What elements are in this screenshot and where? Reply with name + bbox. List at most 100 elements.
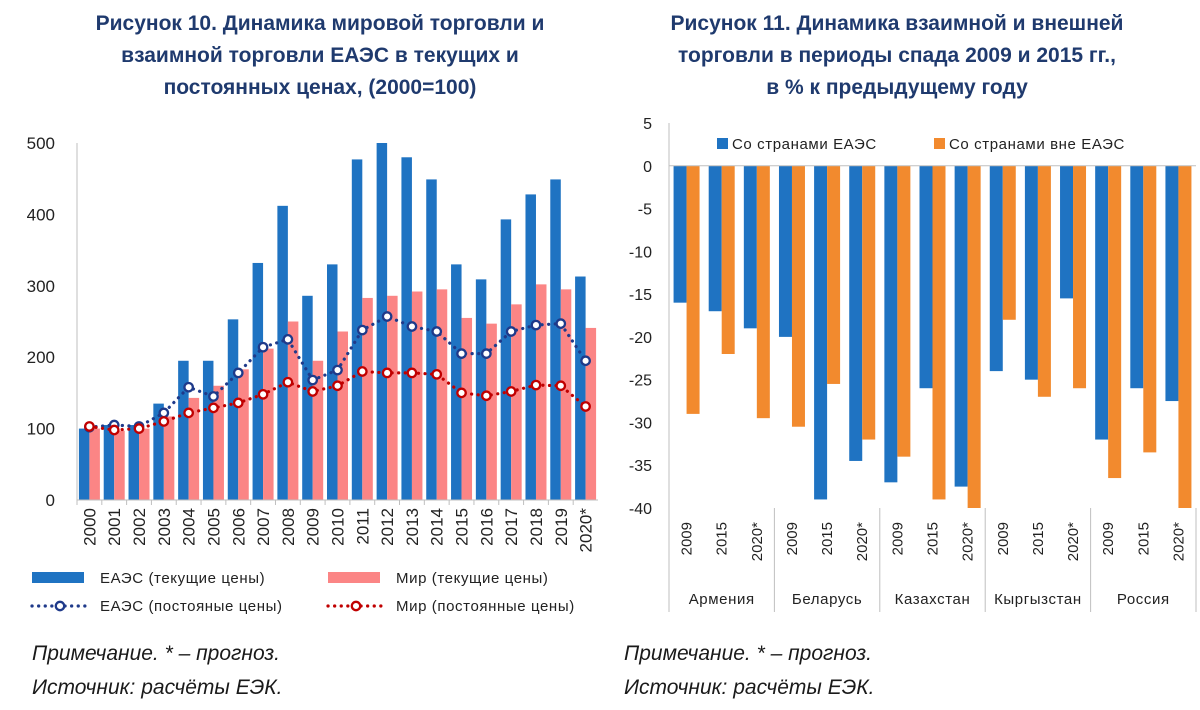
group-label: Беларусь [792,591,862,608]
world-constant-marker [580,401,591,412]
world-current-bar [188,397,200,500]
eaeu-current-bar [202,360,214,500]
outside-eaeu-bar [897,165,911,457]
legend-within-eaeu-swatch [717,138,728,149]
legend-world-current-swatch [328,572,380,583]
x-tick-label: 2013 [403,508,422,546]
eaeu-constant-marker [431,326,443,337]
eaeu-current-bar [103,425,115,500]
world-current-bar [486,323,497,500]
world-constant-marker [158,416,170,427]
outside-eaeu-bar [967,165,981,508]
figure-11-title-line-3: в % к предыдущему году [766,76,1028,99]
within-eaeu-bar [1024,165,1038,380]
legend-outside-eaeu-label: Со странами вне ЕАЭС [949,136,1125,153]
figure-10-title: Рисунок 10. Динамика мировой торговли и … [40,8,600,104]
legend-eaeu-current-swatch [32,572,84,583]
x-tick-label: 2009 [995,522,1012,555]
outside-eaeu-bar [1178,165,1192,508]
eaeu-current-bar [78,428,90,500]
eaeu-current-bar [178,360,189,500]
x-tick-label: 2019 [552,508,571,546]
world-constant-marker [530,379,542,391]
outside-eaeu-bar [1143,165,1157,453]
world-constant-marker [133,423,145,434]
world-constant-marker [307,386,319,397]
eaeu-constant-marker [332,364,343,376]
y-tick-label: 300 [27,277,55,296]
y-tick-label: -25 [629,373,652,390]
eaeu-constant-marker [381,311,393,322]
world-constant-marker [406,367,418,379]
world-current-bar [238,369,249,500]
legend-within-eaeu-label: Со странами ЕАЭС [732,136,877,153]
x-tick-label: 2015 [1135,522,1152,555]
eaeu-current-bar [227,319,239,500]
x-tick-label: 2015 [1030,522,1047,555]
figure-11-panel: Рисунок 11. Динамика взаимной и внешней … [612,0,1200,710]
outside-eaeu-bar [756,165,770,419]
eaeu-current-bar [277,205,288,500]
figure-11-title-line-1: Рисунок 11. Динамика взаимной и внешней [670,12,1124,35]
eaeu-current-bar [426,179,437,500]
within-eaeu-bar [673,165,687,303]
world-constant-marker [456,387,467,399]
world-constant-marker [431,368,443,380]
world-constant-marker [232,397,244,409]
legend-world-current-label: Мир (текущие цены) [396,570,549,587]
world-current-bar [461,317,473,500]
eaeu-constant-marker [232,367,244,379]
world-constant-marker [356,366,368,377]
y-tick-label: -35 [629,458,652,475]
figure-11-source: Источник: расчёты ЕЭК. [624,676,875,699]
figure-10-chart: 0 100 200 300 400 500 2000 2001 2002 2003 2004 2005… [27,134,598,615]
x-tick-label: 2015 [714,522,731,555]
outside-eaeu-bar [1108,165,1122,479]
world-current-bar [89,428,100,500]
eaeu-current-bar [401,157,412,500]
y-tick-label: -15 [629,287,652,304]
world-current-bar [337,331,348,500]
world-current-bar [585,327,597,500]
x-tick-label: 2020* [577,508,596,553]
eaeu-constant-marker [282,333,294,345]
y-tick-label: 0 [46,491,55,510]
world-constant-marker [481,390,492,402]
x-tick-label: 2009 [889,522,906,555]
eaeu-constant-marker [356,324,368,336]
x-tick-label: 2017 [502,508,521,546]
eaeu-current-bar [475,279,487,500]
world-constant-marker [282,376,294,388]
y-tick-label: -20 [629,330,652,347]
x-tick-label: 2020* [854,522,871,561]
within-eaeu-bar [989,165,1003,372]
legend-eaeu-current-label: ЕАЭС (текущие цены) [100,570,265,587]
y-tick-label: 500 [27,134,55,153]
x-tick-label: 2012 [378,508,397,546]
eaeu-constant-marker [580,355,591,367]
eaeu-constant-marker [530,319,542,331]
legend-outside-eaeu-swatch [934,138,945,149]
x-tick-label: 2010 [329,508,348,546]
x-tick-label: 2020* [749,522,766,561]
world-current-bar [163,416,175,500]
world-constant-marker [381,367,393,379]
world-current-bar [287,321,299,500]
eaeu-constant-marker [158,407,170,419]
figure-11-chart: 5 0 -5 -10 -15 -20 -25 -30 -35 -40 2009 2015 2020* Ар… [629,116,1197,612]
world-current-bar [387,295,398,500]
within-eaeu-bar [919,165,933,389]
x-tick-label: 2009 [679,522,696,555]
outside-eaeu-bar [791,165,805,427]
legend-eaeu-constant-label: ЕАЭС (постояные цены) [100,598,283,615]
x-tick-label: 2018 [527,508,546,546]
world-constant-marker [555,380,567,392]
world-constant-marker [257,388,269,400]
x-tick-label: 2007 [254,508,273,546]
eaeu-constant-marker [208,391,219,402]
within-eaeu-bar [778,165,792,337]
x-tick-label: 2015 [819,522,836,555]
legend-eaeu-constant-swatch-marker [54,600,66,612]
eaeu-current-bar [550,179,561,500]
group-label: Армения [689,591,755,608]
